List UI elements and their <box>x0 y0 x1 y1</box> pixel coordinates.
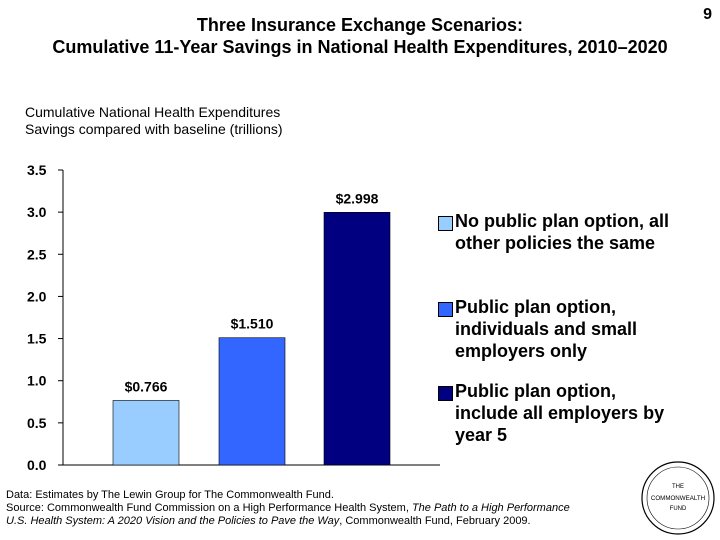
commonwealth-fund-logo: THE COMMONWEALTH FUND <box>641 461 715 535</box>
legend-label-public-plan-all: Public plan option, include all employer… <box>455 380 715 446</box>
axis-subtitle-line1: Cumulative National Health Expenditures <box>25 104 281 120</box>
legend-label-line: Public plan option, <box>455 297 616 317</box>
logo-text-the: THE <box>672 484 684 490</box>
source-note-report-title: The Path to a High Performance <box>411 502 570 514</box>
y-tick-label: 0.5 <box>27 415 47 431</box>
chart-title-line2: Cumulative 11-Year Savings in National H… <box>52 37 668 57</box>
y-tick-label: 1.5 <box>27 331 47 347</box>
legend-swatch-public-plan-all <box>438 386 453 401</box>
legend-label-line: individuals and small <box>455 319 638 339</box>
legend-label-line: include all employers by <box>455 403 665 423</box>
chart-title-line1: Three Insurance Exchange Scenarios: <box>196 15 524 35</box>
data-label-1: $0.766 <box>125 378 168 394</box>
y-tick-label: 3.0 <box>27 204 47 220</box>
source-note-report-title: U.S. Health System: A 2020 Vision and th… <box>6 515 340 527</box>
axis-subtitle: Cumulative National Health Expenditures … <box>25 104 283 138</box>
legend-label-line: No public plan option, all <box>455 211 669 231</box>
source-note-line3: U.S. Health System: A 2020 Vision and th… <box>6 515 636 528</box>
legend-label-public-plan-small: Public plan option, individuals and smal… <box>455 296 715 362</box>
y-tick-label: 3.5 <box>27 162 47 178</box>
bar-2 <box>218 337 286 466</box>
legend-swatch-no-public-plan <box>438 216 453 231</box>
bar-1 <box>112 400 180 466</box>
legend-label-no-public-plan: No public plan option, all other policie… <box>455 210 715 254</box>
logo-text-fund: FUND <box>670 506 687 512</box>
data-label-2: $1.510 <box>231 316 274 332</box>
legend-label-line: Public plan option, <box>455 381 616 401</box>
legend-swatch-public-plan-small <box>438 302 453 317</box>
source-note: Data: Estimates by The Lewin Group for T… <box>6 489 636 528</box>
bar-3 <box>323 212 391 466</box>
data-label-3: $2.998 <box>336 190 379 206</box>
y-tick-label: 0.0 <box>27 457 47 473</box>
source-note-line2: Source: Commonwealth Fund Commission on … <box>6 502 636 515</box>
bar-chart: 0.0 0.5 1.0 1.5 2.0 2.5 3.0 3.5 $0.766 $1.510 $2.9… <box>27 162 440 473</box>
chart-title: Three Insurance Exchange Scenarios: Cumu… <box>0 14 720 58</box>
y-tick-label: 2.0 <box>27 288 47 304</box>
legend-label-line: employers only <box>455 341 588 361</box>
source-note-text: , Commonwealth Fund, February 2009. <box>339 515 531 527</box>
y-tick-label: 1.0 <box>27 373 47 389</box>
legend-label-line: other policies the same <box>455 233 656 253</box>
axis-subtitle-line2: Savings compared with baseline (trillion… <box>25 121 283 137</box>
legend-label-line: year 5 <box>455 425 508 445</box>
logo-text-commonwealth: COMMONWEALTH <box>651 495 705 502</box>
page-number: 9 <box>703 6 712 23</box>
y-tick-label: 2.5 <box>27 246 47 262</box>
source-note-line1: Data: Estimates by The Lewin Group for T… <box>6 489 334 501</box>
source-note-text: Source: Commonwealth Fund Commission on … <box>6 502 412 514</box>
